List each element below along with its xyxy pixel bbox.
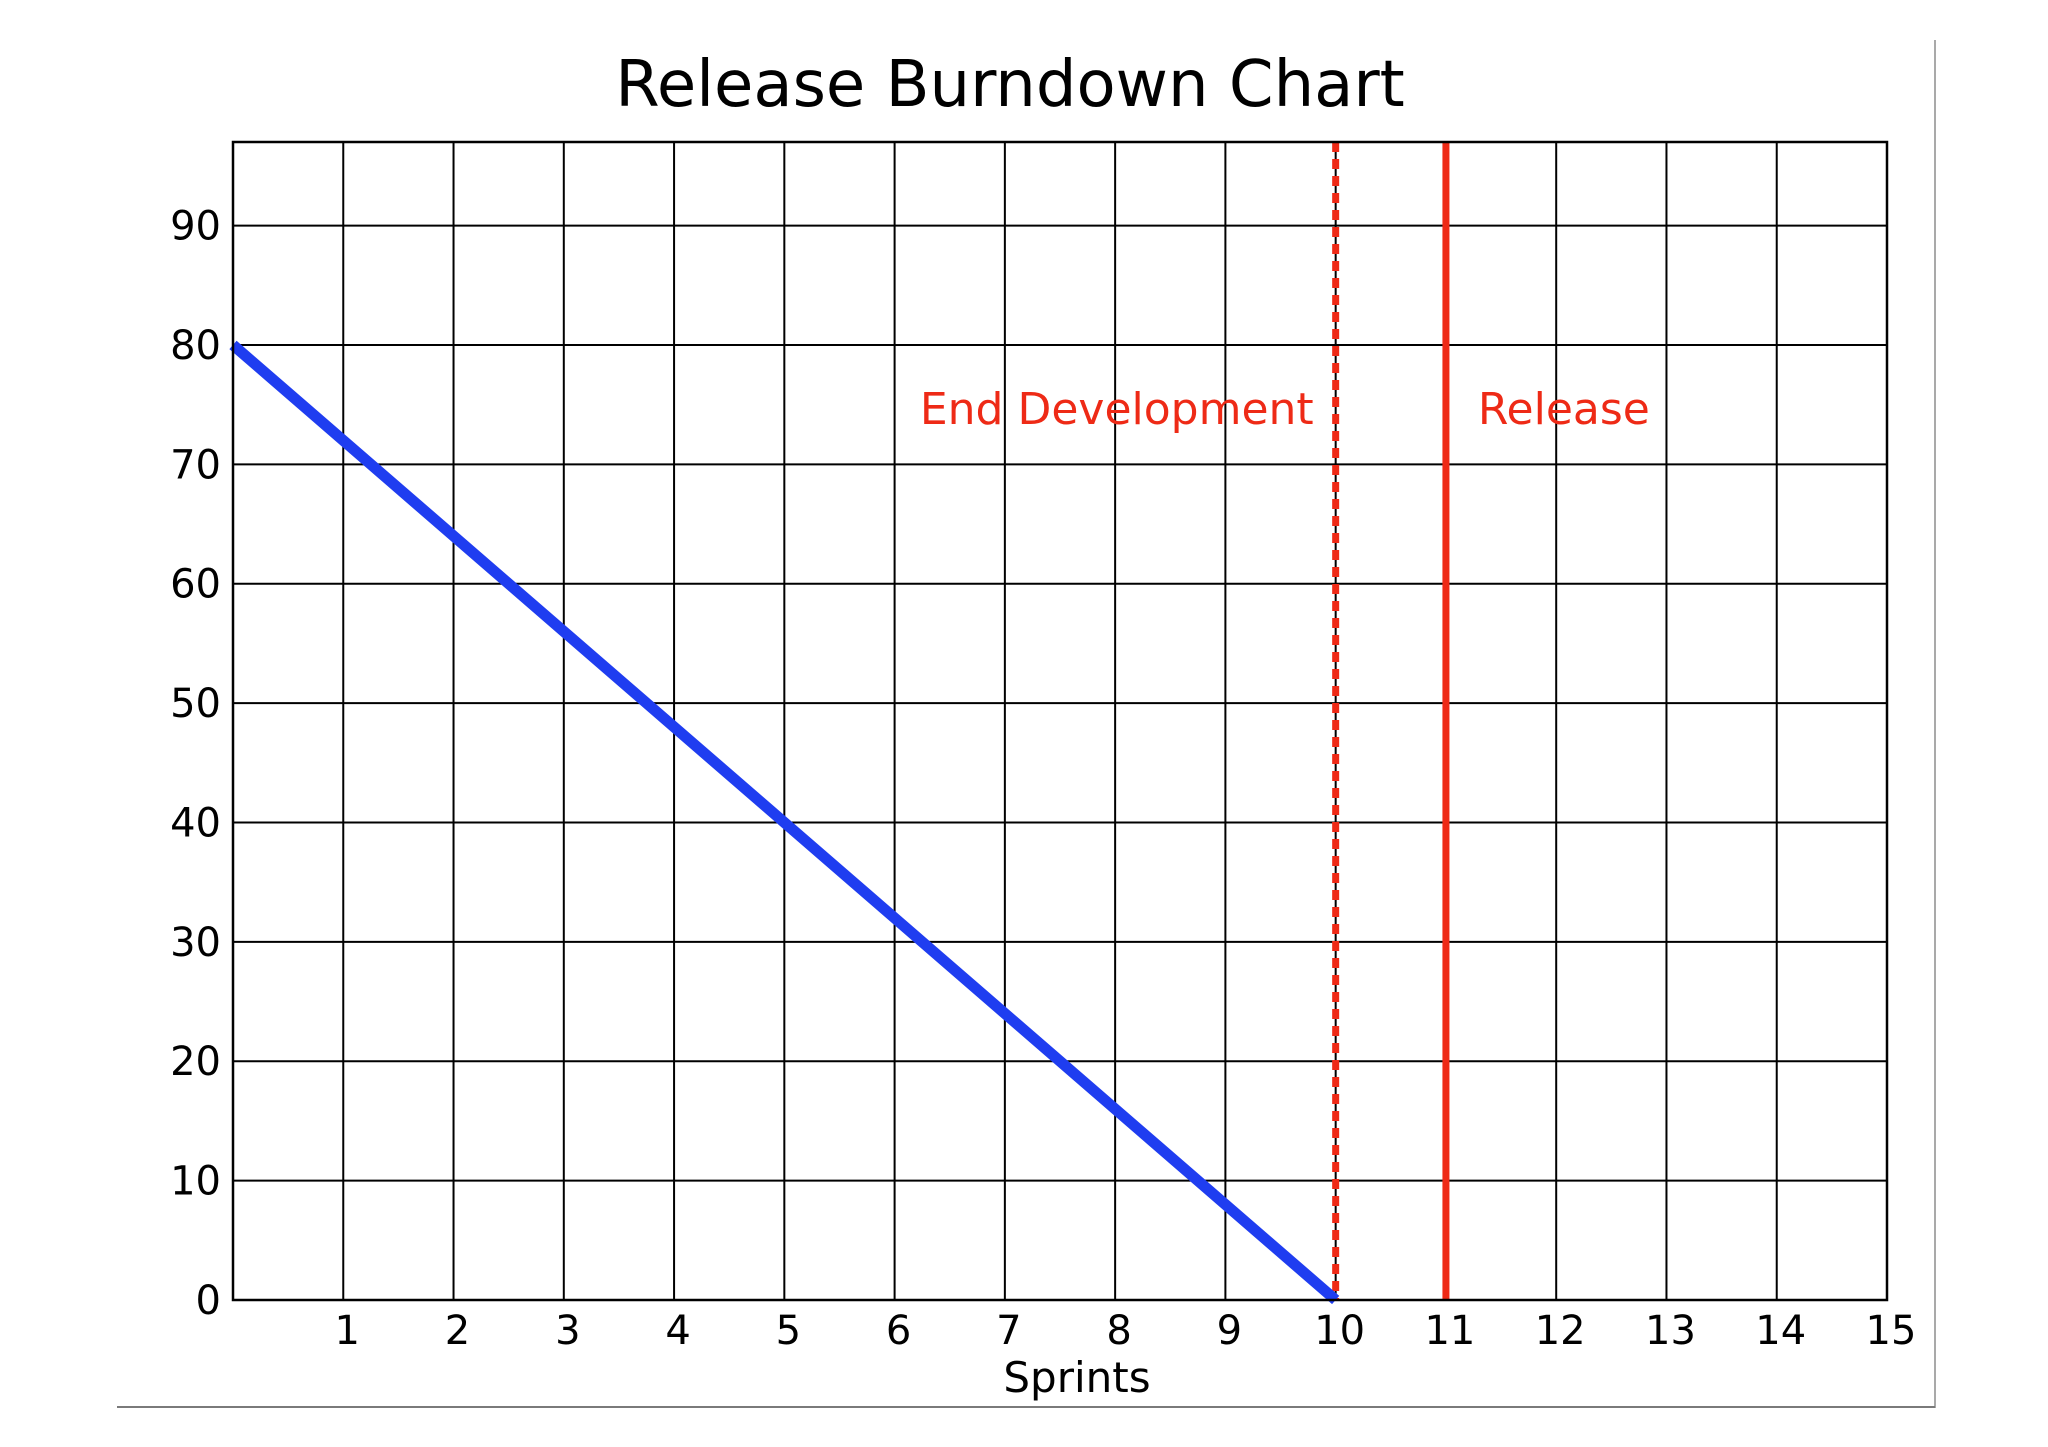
plot-border — [231, 140, 1889, 1302]
marker-labels: End Development Release — [920, 384, 1650, 435]
x-tick-label-3: 3 — [555, 1308, 580, 1354]
x-tick-label-2: 2 — [445, 1308, 470, 1354]
y-tick-label-0: 0 — [196, 1278, 221, 1324]
y-tick-label-70: 70 — [170, 442, 221, 488]
x-tick-label-7: 7 — [996, 1308, 1021, 1354]
x-tick-label-1: 1 — [335, 1308, 360, 1354]
y-tick-label-20: 20 — [170, 1039, 221, 1085]
end-development-label: End Development — [920, 384, 1314, 435]
y-axis-tick-labels: 0 10 20 30 40 50 60 70 80 90 — [170, 204, 221, 1324]
x-tick-label-14: 14 — [1755, 1308, 1806, 1354]
x-tick-label-11: 11 — [1424, 1308, 1475, 1354]
x-tick-label-9: 9 — [1217, 1308, 1242, 1354]
y-tick-label-50: 50 — [170, 681, 221, 727]
y-tick-label-90: 90 — [170, 204, 221, 250]
x-tick-label-12: 12 — [1535, 1308, 1586, 1354]
y-tick-label-80: 80 — [170, 323, 221, 369]
x-tick-label-13: 13 — [1645, 1308, 1696, 1354]
plot-frame — [231, 140, 1889, 1302]
x-tick-label-15: 15 — [1866, 1308, 1917, 1354]
burndown-series-line — [229, 340, 1340, 1305]
x-tick-label-8: 8 — [1106, 1308, 1131, 1354]
x-tick-label-6: 6 — [886, 1308, 911, 1354]
y-tick-label-40: 40 — [170, 800, 221, 846]
x-tick-label-5: 5 — [776, 1308, 801, 1354]
y-tick-label-30: 30 — [170, 920, 221, 966]
x-tick-label-4: 4 — [665, 1308, 690, 1354]
marker-lines — [1332, 142, 1450, 1300]
x-axis-tick-labels: 1 2 3 4 5 6 7 8 9 10 11 12 13 14 15 — [335, 1308, 1917, 1354]
y-tick-label-60: 60 — [170, 562, 221, 608]
x-tick-label-10: 10 — [1314, 1308, 1365, 1354]
chart-title: Release Burndown Chart — [615, 48, 1405, 122]
x-axis-title: Sprints — [1003, 1353, 1150, 1402]
release-label: Release — [1478, 384, 1650, 435]
y-tick-label-10: 10 — [170, 1159, 221, 1205]
